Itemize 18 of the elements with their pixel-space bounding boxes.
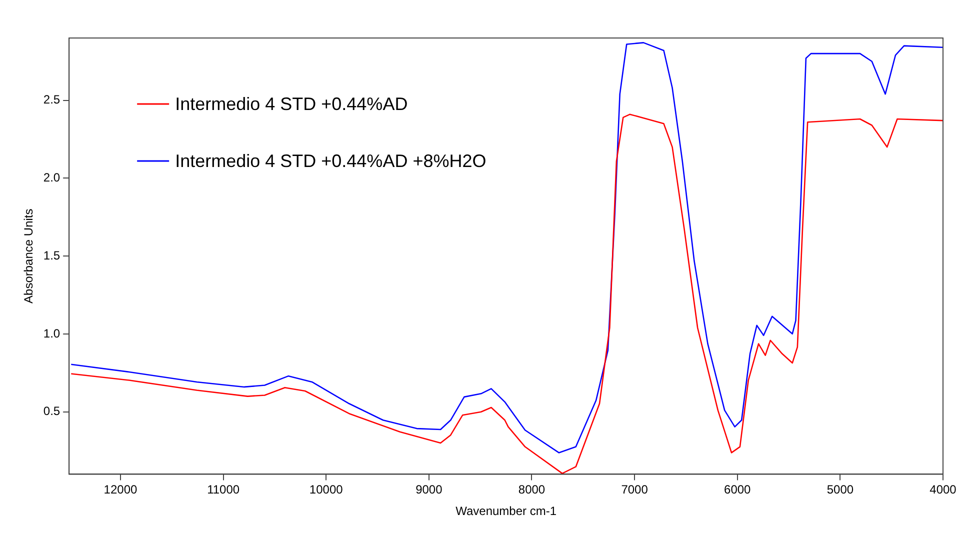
x-tick-label: 5000 <box>826 482 854 497</box>
y-tick-label: 1.5 <box>43 248 60 262</box>
x-tick-label: 9000 <box>416 482 443 497</box>
y-tick-label: 1.0 <box>43 326 60 340</box>
x-tick-label: 11000 <box>207 482 240 497</box>
x-tick-label: 12000 <box>104 482 138 497</box>
x-tick-label: 10000 <box>309 482 344 497</box>
legend-label: Intermedio 4 STD +0.44%AD +8%H2O <box>175 150 486 171</box>
y-axis-title: Absorbance Units <box>22 208 36 304</box>
y-tick-label: 2.5 <box>43 92 60 107</box>
x-tick-label: 4000 <box>930 482 957 497</box>
x-axis-title: Wavenumber cm-1 <box>456 504 557 518</box>
x-tick-label: 8000 <box>518 482 546 497</box>
y-tick-label: 2.0 <box>43 170 60 185</box>
legend-label: Intermedio 4 STD +0.44%AD <box>175 94 408 114</box>
y-tick-label: 0.5 <box>43 404 60 418</box>
x-tick-label: 6000 <box>724 482 752 497</box>
x-tick-label: 7000 <box>621 482 648 497</box>
